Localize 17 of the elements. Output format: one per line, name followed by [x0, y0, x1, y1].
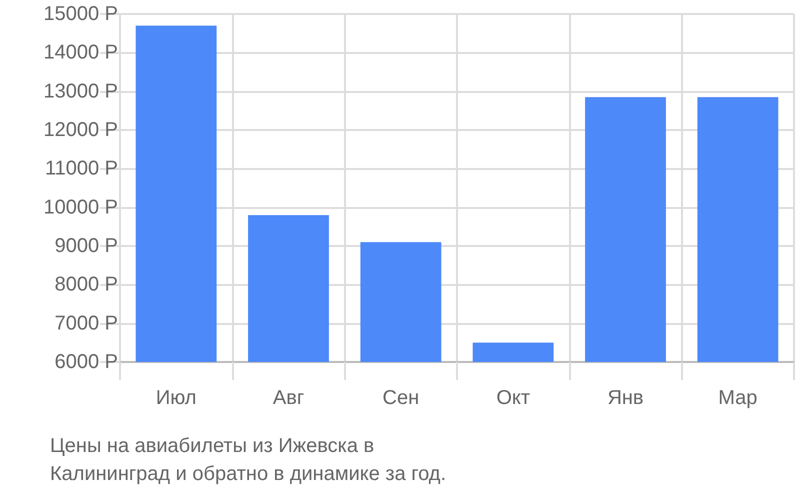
y-tick-label: 8000 Р	[54, 274, 118, 296]
y-tick-label: 15000 Р	[43, 3, 118, 25]
x-tick-label: Мар	[718, 387, 758, 409]
y-tick-label: 11000 Р	[44, 158, 118, 180]
y-tick-label: 10000 Р	[43, 196, 118, 218]
y-tick-label: 7000 Р	[54, 312, 118, 334]
y-tick-label: 9000 Р	[54, 235, 118, 257]
y-tick-label: 14000 Р	[43, 42, 118, 64]
x-tick-label: Авг	[272, 387, 304, 409]
x-tick-label: Окт	[496, 387, 530, 409]
x-tick-label: Июл	[156, 387, 196, 409]
y-tick-label: 13000 Р	[43, 80, 118, 102]
y-tick-label: 6000 Р	[54, 351, 118, 373]
x-tick-label: Янв	[607, 387, 644, 409]
y-tick-label: 12000 Р	[43, 119, 118, 141]
text: Цены на авиабилеты из Ижевска в Калининград и обратно в динамике за год.	[50, 435, 446, 485]
x-tick-label: Сен	[382, 387, 420, 409]
